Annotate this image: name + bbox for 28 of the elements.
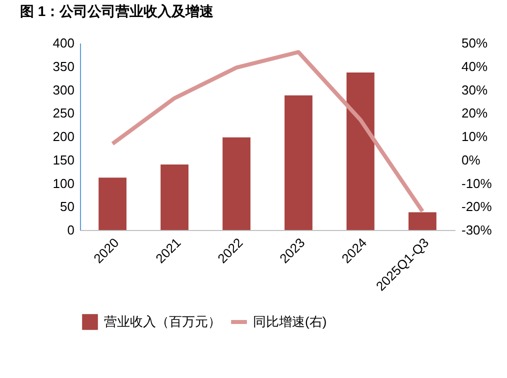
y-tick-label: 250 bbox=[52, 106, 74, 121]
y-tick-label: 400 bbox=[52, 36, 74, 50]
y-tick-label: 50 bbox=[60, 199, 74, 214]
bar bbox=[284, 95, 312, 230]
y-tick-label: 150 bbox=[52, 152, 74, 168]
y2-tick-label: 0% bbox=[462, 152, 481, 168]
bar bbox=[408, 212, 436, 230]
y-tick-label: 100 bbox=[52, 176, 74, 191]
y-tick-label: 200 bbox=[52, 129, 74, 144]
y2-tick-label: -20% bbox=[462, 199, 492, 214]
bar bbox=[160, 164, 188, 230]
chart-title: 图 1：公司公司营业收入及增速 bbox=[20, 3, 215, 19]
y2-tick-label: 30% bbox=[462, 82, 488, 98]
y2-tick-label: 10% bbox=[462, 129, 488, 144]
line-series bbox=[110, 50, 424, 214]
y2-tick-label: 50% bbox=[462, 36, 488, 50]
y2-tick-label: -10% bbox=[462, 176, 492, 191]
y-tick-label: 0 bbox=[67, 222, 74, 238]
y2-tick-label: -30% bbox=[462, 222, 492, 238]
y-tick-label: 300 bbox=[52, 82, 74, 98]
bar bbox=[222, 137, 250, 230]
y-tick-label: 350 bbox=[52, 58, 74, 74]
bar bbox=[98, 178, 126, 230]
bar bbox=[346, 72, 374, 230]
y2-tick-label: 20% bbox=[462, 106, 488, 121]
legend-label: 营业收入（百万元） bbox=[104, 314, 221, 329]
legend-label: 同比增速(右) bbox=[253, 314, 327, 329]
y2-tick-label: 40% bbox=[462, 58, 488, 74]
